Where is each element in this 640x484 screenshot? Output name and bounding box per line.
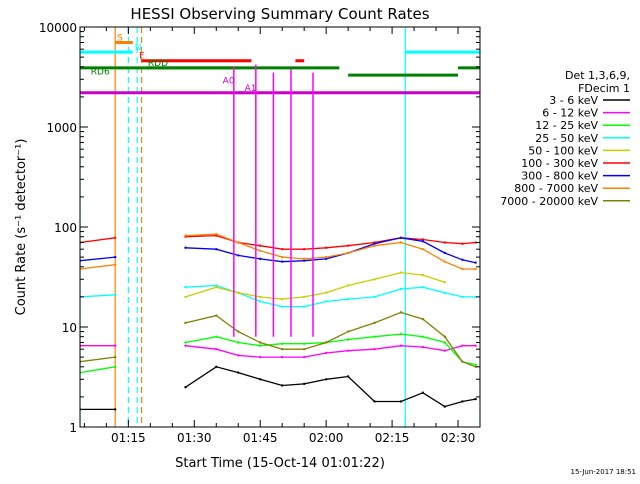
series-line-800-7000-kev-0 — [80, 264, 116, 270]
series-line-12-25-kev-1 — [185, 333, 476, 366]
state-label-n-1: N — [135, 43, 142, 53]
x-tick-label-01-30: 01:30 — [177, 431, 212, 445]
series-line-100-300-kev-1 — [185, 234, 476, 250]
series-line-7000-20000-kev-0 — [80, 356, 116, 363]
series-line-7000-20000-kev-1 — [185, 311, 476, 368]
legend-title-line-1: Det 1,3,6,9, — [565, 69, 630, 82]
series-line-300-800-kev-1 — [185, 237, 476, 264]
legend-title-line-2: FDecim 1 — [578, 82, 630, 95]
y-tick-label-1: 1 — [69, 421, 77, 435]
series-line-800-7000-kev-1 — [185, 233, 476, 270]
x-tick-label-02-15: 02:15 — [375, 431, 410, 445]
legend-label-800-7000-kev: 800 - 7000 keV — [514, 182, 598, 195]
y-tick-label-10: 10 — [62, 321, 77, 335]
x-tick-label-01-15: 01:15 — [111, 431, 146, 445]
y-axis-label: Count Rate (s⁻¹ detector⁻¹) — [14, 139, 29, 316]
legend-label-3-6-kev: 3 - 6 keV — [549, 94, 598, 107]
series-line-3-6-kev-1 — [185, 366, 476, 408]
x-axis-ticks: 01:15 01:30 01:45 02:00 02:15 02:30 — [83, 27, 481, 445]
legend-label-12-25-kev: 12 - 25 keV — [535, 119, 598, 132]
plot-content: S NF RDD RD6 A0 A1 — [80, 27, 480, 427]
footer-date: 15-Jun-2017 18:51 — [571, 468, 637, 476]
x-tick-label-01-45: 01:45 — [243, 431, 278, 445]
x-tick-label-02-30: 02:30 — [441, 431, 476, 445]
legend-label-50-100-kev: 50 - 100 keV — [528, 144, 598, 157]
legend-label-25-50-kev: 25 - 50 keV — [535, 132, 598, 145]
legend-label-100-300-kev: 100 - 300 keV — [521, 157, 598, 170]
state-label-rdd-3: RDD — [148, 59, 168, 69]
state-label-f-2: F — [139, 52, 144, 62]
y-tick-label-10000: 10000 — [39, 21, 77, 35]
x-tick-label-02-00: 02:00 — [309, 431, 344, 445]
x-axis-label: Start Time (15-Oct-14 01:01:22) — [175, 456, 385, 471]
series-line-12-25-kev-0 — [80, 366, 116, 374]
y-tick-label-100: 100 — [54, 221, 77, 235]
legend-label-6-12-kev: 6 - 12 keV — [542, 107, 598, 120]
series-line-300-800-kev-0 — [80, 256, 116, 262]
y-tick-label-1000: 1000 — [46, 121, 77, 135]
state-label-rd6-4: RD6 — [91, 67, 110, 77]
legend-label-7000-20000-kev: 7000 - 20000 keV — [500, 195, 598, 208]
state-label-s-0: S — [117, 33, 123, 43]
chart-title: HESSI Observing Summary Count Rates — [130, 5, 429, 23]
state-label-a1-6: A1 — [245, 84, 257, 94]
series-line-25-50-kev-1 — [185, 284, 476, 308]
state-label-a0-5: A0 — [223, 77, 235, 87]
legend-label-300-800-kev: 300 - 800 keV — [521, 170, 598, 183]
series-line-25-50-kev-0 — [80, 294, 116, 298]
y-axis-ticks: 1 10 100 1000 10000 — [39, 21, 480, 435]
series-line-100-300-kev-0 — [80, 237, 116, 244]
series-line-6-12-kev-1 — [185, 345, 476, 358]
